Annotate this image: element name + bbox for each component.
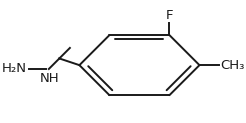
- Text: F: F: [166, 9, 173, 22]
- Text: NH: NH: [40, 72, 60, 85]
- Text: H₂N: H₂N: [2, 62, 27, 76]
- Text: CH₃: CH₃: [220, 59, 245, 72]
